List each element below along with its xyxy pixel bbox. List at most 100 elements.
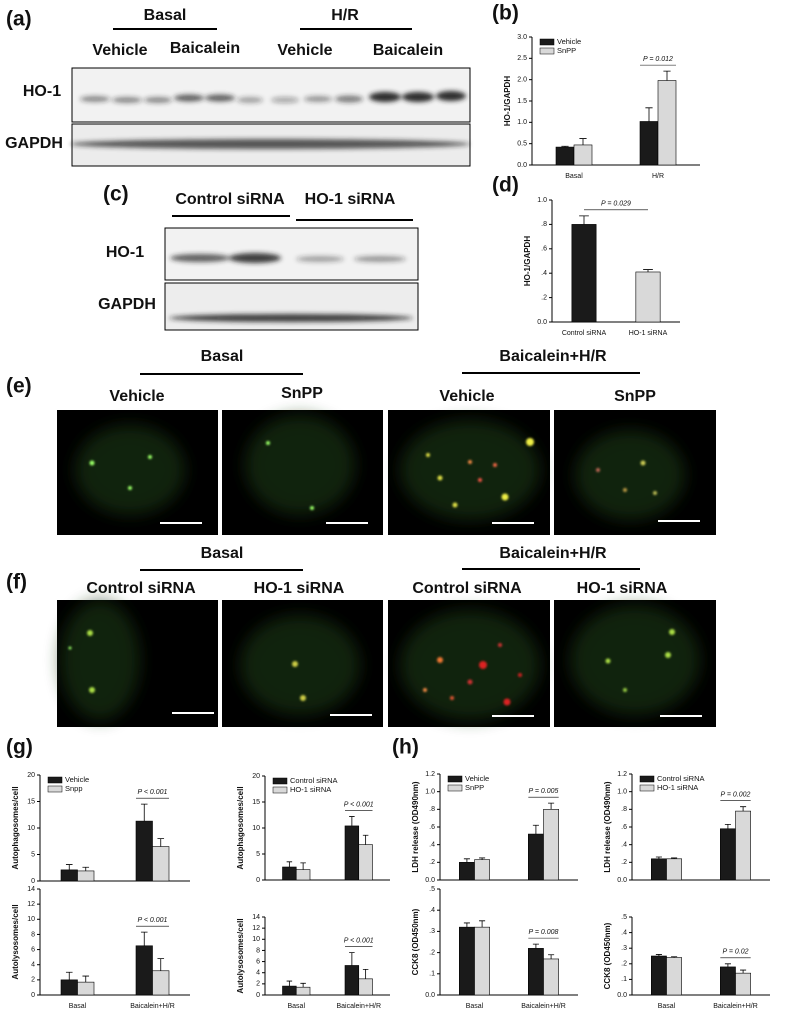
y-tick-label: .4: [429, 842, 435, 849]
row-label: GAPDH: [98, 296, 156, 313]
y-axis-label: Autophagosomes/cell: [11, 786, 20, 869]
y-tick-label: 1.2: [617, 771, 627, 778]
x-tick-label: Basal: [658, 1003, 676, 1010]
y-tick-label: .2: [621, 961, 627, 968]
blot: [70, 67, 471, 167]
y-tick-label: 2: [31, 977, 35, 984]
y-tick-label: 5: [256, 851, 260, 858]
bar: [635, 271, 661, 323]
bar: [543, 958, 559, 996]
y-tick-label: 0.0: [425, 992, 435, 999]
column-label: Vehicle: [109, 388, 164, 405]
y-tick-label: 15: [27, 798, 35, 805]
bar: [60, 979, 78, 996]
legend-label: SnPP: [465, 783, 484, 792]
bar: [282, 866, 297, 881]
error-bar: [157, 958, 165, 971]
group-label: Basal: [201, 348, 244, 365]
y-tick-label: .6: [541, 246, 547, 253]
micrograph-row: [57, 410, 716, 535]
error-bar: [740, 969, 747, 974]
bar: [720, 966, 736, 996]
lane-label: HO-1 siRNA: [305, 191, 396, 208]
x-tick-label: Baicalein+H/R: [521, 1003, 566, 1010]
bar: [528, 833, 544, 881]
panel-label: (g): [6, 736, 33, 759]
y-tick-label: 0: [31, 992, 35, 999]
error-bar: [286, 980, 293, 987]
error-bar: [561, 145, 569, 148]
bar: [282, 985, 297, 996]
y-tick-label: .4: [621, 929, 627, 936]
x-tick-label: Baicalein+H/R: [336, 1003, 381, 1010]
bar: [666, 858, 682, 881]
bar: [639, 121, 659, 166]
legend-label: Control siRNA: [290, 776, 338, 785]
legend-label: Snpp: [65, 784, 83, 793]
error-bar: [157, 838, 165, 847]
error-bar: [65, 971, 73, 980]
column-label: Control siRNA: [86, 580, 196, 597]
y-axis-label: CCK8 (OD450nm): [411, 908, 420, 975]
annotation: P = 0.012: [643, 56, 673, 63]
bar: [474, 926, 490, 996]
x-tick-label: Control siRNA: [562, 330, 607, 337]
y-tick-label: .3: [621, 945, 627, 952]
legend-swatch: [639, 784, 655, 792]
y-tick-label: 0.0: [617, 877, 627, 884]
legend-swatch: [47, 785, 63, 793]
y-tick-label: .2: [429, 859, 435, 866]
y-tick-label: 1.2: [425, 771, 435, 778]
error-bar: [740, 806, 747, 812]
panel-label: (d): [492, 174, 519, 197]
y-tick-label: 1.0: [617, 789, 627, 796]
micrograph-row: [57, 600, 716, 727]
bar: [459, 862, 475, 881]
error-bar: [655, 856, 662, 859]
y-tick-label: 12: [252, 925, 260, 932]
error-bar: [300, 982, 306, 988]
bar: [77, 870, 95, 882]
y-tick-label: .3: [429, 928, 435, 935]
error-bar: [82, 866, 90, 871]
legend-label: Vehicle: [465, 774, 489, 783]
x-tick-label: Baicalein+H/R: [713, 1003, 758, 1010]
legend-label: Vehicle: [557, 37, 581, 46]
x-tick-label: H/R: [652, 173, 664, 180]
y-tick-label: 2.0: [517, 77, 527, 84]
y-tick-label: .6: [621, 824, 627, 831]
legend-swatch: [47, 776, 63, 784]
error-bar: [671, 857, 678, 859]
panel-label: (e): [6, 375, 32, 398]
error-bar: [663, 70, 671, 81]
x-tick-label: Basal: [69, 1003, 87, 1010]
y-tick-label: .1: [621, 976, 627, 983]
legend-swatch: [539, 47, 555, 55]
y-tick-label: 1.0: [537, 197, 547, 204]
lane-label: Vehicle: [92, 42, 147, 59]
column-label: Control siRNA: [412, 580, 522, 597]
y-tick-label: 1.0: [425, 789, 435, 796]
y-axis-label: Autolysosomes/cell: [236, 918, 245, 993]
y-tick-label: 0.5: [517, 141, 527, 148]
annotation: P = 0.029: [601, 201, 631, 208]
panel-label: (c): [103, 183, 129, 206]
x-tick-label: Basal: [287, 1003, 305, 1010]
y-tick-label: 8: [256, 947, 260, 954]
y-tick-label: 5: [31, 851, 35, 858]
lane-label: Vehicle: [277, 42, 332, 59]
error-bar: [532, 943, 539, 949]
error-bar: [82, 975, 90, 983]
bar: [528, 948, 544, 996]
y-tick-label: 8: [31, 931, 35, 938]
group-label: Basal: [201, 545, 244, 562]
y-tick-label: 6: [256, 958, 260, 965]
bar: [666, 957, 682, 996]
y-axis-label: Autolysosomes/cell: [11, 904, 20, 979]
annotation: P < 0.001: [138, 917, 168, 924]
y-tick-label: 2.5: [517, 55, 527, 62]
x-tick-label: Baicalein+H/R: [130, 1003, 175, 1010]
y-tick-label: 10: [252, 936, 260, 943]
x-tick-label: Basal: [466, 1003, 484, 1010]
row-label: GAPDH: [5, 135, 63, 152]
